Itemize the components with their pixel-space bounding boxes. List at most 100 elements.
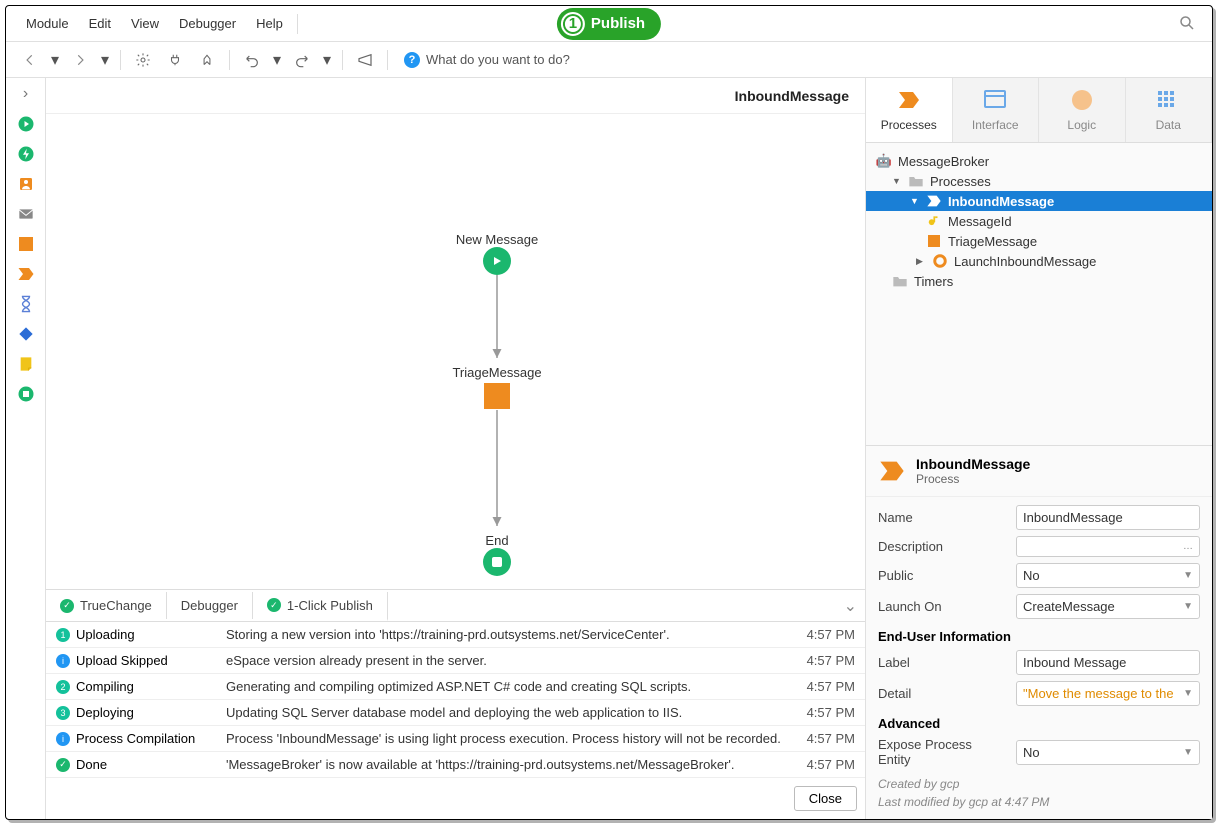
prop-input[interactable]: InboundMessage (1016, 505, 1200, 530)
undo-button[interactable] (238, 46, 266, 74)
publish-label: Publish (591, 15, 645, 32)
tree-item-launch[interactable]: ▶ LaunchInboundMessage (866, 251, 1212, 271)
check-icon: ✓ (60, 599, 74, 613)
menu-separator (297, 14, 298, 34)
rail-user-icon[interactable] (16, 174, 36, 194)
rail-square-icon[interactable] (16, 234, 36, 254)
check-icon: ✓ (56, 758, 70, 772)
activity-node[interactable] (484, 383, 510, 409)
rtab-processes[interactable]: Processes (866, 78, 953, 142)
left-tool-rail: › (6, 78, 46, 819)
undo-dropdown[interactable]: ▾ (270, 46, 284, 74)
chevron-down-icon: ▼ (1183, 747, 1193, 758)
rail-stop-icon[interactable] (16, 384, 36, 404)
chevron-down-icon: ▼ (1183, 570, 1193, 581)
rail-expand-icon[interactable]: › (16, 84, 36, 104)
rail-note-icon[interactable] (16, 354, 36, 374)
tab-truechange[interactable]: ✓ TrueChange (46, 592, 167, 619)
end-node[interactable] (483, 548, 511, 576)
more-icon: … (1183, 541, 1193, 552)
canvas-title: InboundMessage (46, 78, 865, 114)
tab-publish[interactable]: ✓ 1-Click Publish (253, 592, 388, 621)
prop-input[interactable]: "Move the message to the▼ (1016, 681, 1200, 706)
nav-back-button[interactable] (16, 46, 44, 74)
rail-hourglass-icon[interactable] (16, 294, 36, 314)
toolbar: ▾ ▾ ▾ ▾ ? What do you want to do? (6, 42, 1212, 78)
props-title: InboundMessage (916, 456, 1030, 472)
step-badge: 2 (56, 680, 70, 694)
key-icon (926, 213, 942, 229)
plug-icon[interactable] (161, 46, 189, 74)
publish-badge: 1 (561, 12, 585, 36)
menu-view[interactable]: View (121, 10, 169, 37)
rtab-interface[interactable]: Interface (953, 78, 1040, 142)
tree-folder-processes[interactable]: ▼ Processes (866, 171, 1212, 191)
rtab-data[interactable]: Data (1126, 78, 1213, 142)
prop-input[interactable]: … (1016, 536, 1200, 557)
menubar: Module Edit View Debugger Help 1 Publish (6, 6, 1212, 42)
process-icon (878, 457, 906, 485)
tree-root[interactable]: 🤖 MessageBroker (866, 151, 1212, 171)
help-icon: ? (404, 52, 420, 68)
process-icon (926, 193, 942, 209)
rail-process-icon[interactable] (16, 264, 36, 284)
tree-item-triage[interactable]: TriageMessage (866, 231, 1212, 251)
info-icon: i (56, 732, 70, 746)
rail-bolt-icon[interactable] (16, 144, 36, 164)
log-row: ✓Done'MessageBroker' is now available at… (46, 752, 865, 778)
rtab-logic[interactable]: Logic (1039, 78, 1126, 142)
menu-edit[interactable]: Edit (79, 10, 121, 37)
tree: 🤖 MessageBroker ▼ Processes ▼ InboundMes… (866, 143, 1212, 299)
caret-icon: ▶ (916, 256, 926, 267)
nav-back-dropdown[interactable]: ▾ (48, 46, 62, 74)
square-icon (926, 233, 942, 249)
step-badge: 3 (56, 706, 70, 720)
bottom-tabs: ✓ TrueChange Debugger ✓ 1-Click Publish … (46, 590, 865, 622)
prop-row: Launch OnCreateMessage▼ (878, 594, 1200, 619)
chevron-down-icon: ▼ (1183, 601, 1193, 612)
menu-module[interactable]: Module (16, 10, 79, 37)
canvas[interactable]: New MessageTriageMessageEnd (46, 114, 865, 589)
rail-mail-icon[interactable] (16, 204, 36, 224)
props-subtitle: Process (916, 472, 1030, 486)
prop-input[interactable]: No▼ (1016, 740, 1200, 765)
prop-input[interactable]: CreateMessage▼ (1016, 594, 1200, 619)
close-button[interactable]: Close (794, 786, 857, 811)
prop-row: Description… (878, 536, 1200, 557)
log-row: 1UploadingStoring a new version into 'ht… (46, 622, 865, 648)
props-grid: NameInboundMessageDescription…PublicNo▼L… (866, 497, 1212, 819)
settings-icon[interactable] (129, 46, 157, 74)
tab-debugger[interactable]: Debugger (167, 592, 253, 619)
info-icon: i (56, 654, 70, 668)
menu-help[interactable]: Help (246, 10, 293, 37)
tree-folder-timers[interactable]: Timers (866, 271, 1212, 291)
app-icon: 🤖 (876, 153, 892, 169)
collapse-icon[interactable]: ⌄ (844, 596, 857, 616)
caret-icon: ▼ (910, 196, 920, 206)
props-section: Advanced (878, 716, 1200, 731)
feedback-icon[interactable] (351, 46, 379, 74)
search-icon[interactable] (1178, 14, 1196, 32)
step-badge: 1 (56, 628, 70, 642)
nav-forward-button[interactable] (66, 46, 94, 74)
start-node[interactable] (483, 247, 511, 275)
rail-diamond-icon[interactable] (16, 324, 36, 344)
merge-icon[interactable] (193, 46, 221, 74)
ring-icon (932, 253, 948, 269)
hint-bar[interactable]: ? What do you want to do? (404, 52, 570, 68)
tree-item-inbound[interactable]: ▼ InboundMessage (866, 191, 1212, 211)
props-header: InboundMessage Process (866, 445, 1212, 497)
prop-input[interactable]: No▼ (1016, 563, 1200, 588)
folder-icon (892, 273, 908, 289)
publish-button[interactable]: 1 Publish (557, 8, 661, 40)
log-row: 3DeployingUpdating SQL Server database m… (46, 700, 865, 726)
right-tabs: Processes Interface Logic Data (866, 78, 1212, 143)
redo-button[interactable] (288, 46, 316, 74)
rail-play-icon[interactable] (16, 114, 36, 134)
folder-icon (908, 173, 924, 189)
menu-debugger[interactable]: Debugger (169, 10, 246, 37)
redo-dropdown[interactable]: ▾ (320, 46, 334, 74)
nav-fwd-dropdown[interactable]: ▾ (98, 46, 112, 74)
prop-input[interactable]: Inbound Message (1016, 650, 1200, 675)
tree-item-messageid[interactable]: MessageId (866, 211, 1212, 231)
